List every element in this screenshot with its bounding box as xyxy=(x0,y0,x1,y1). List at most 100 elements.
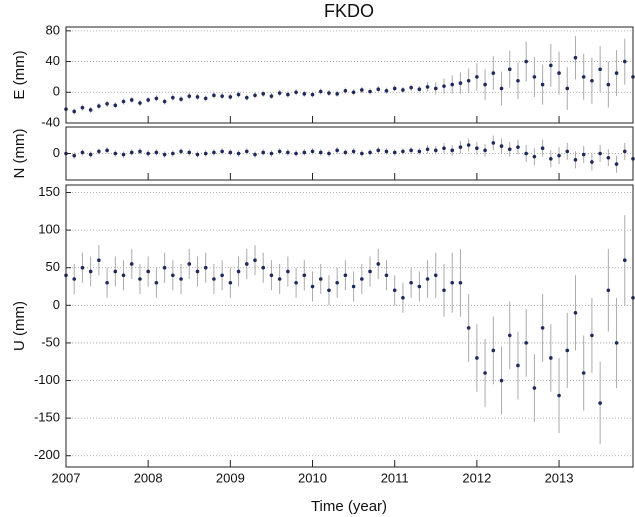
data-point xyxy=(138,101,142,105)
data-point xyxy=(187,262,192,266)
data-point xyxy=(179,277,183,281)
data-point xyxy=(220,273,224,278)
data-point xyxy=(425,277,430,281)
data-point xyxy=(277,91,282,95)
data-point xyxy=(212,277,216,281)
y-tick-label: 50 xyxy=(46,259,60,274)
data-point xyxy=(606,155,611,160)
y-axis-label: N (mm) xyxy=(11,129,28,179)
data-point xyxy=(351,90,356,95)
data-point xyxy=(581,152,586,157)
data-point xyxy=(269,273,274,278)
data-point xyxy=(549,63,553,68)
data-point xyxy=(532,75,537,79)
data-point xyxy=(113,103,118,108)
data-point xyxy=(154,280,159,285)
data-point xyxy=(88,269,93,274)
data-point xyxy=(171,273,175,278)
x-tick-label: 2010 xyxy=(298,470,327,485)
data-point xyxy=(384,273,389,278)
data-point xyxy=(433,86,438,91)
data-point xyxy=(72,277,77,281)
data-point xyxy=(475,146,479,150)
data-point xyxy=(253,152,257,157)
data-point xyxy=(483,371,487,375)
data-point xyxy=(384,149,389,154)
data-point xyxy=(253,258,257,263)
data-point xyxy=(343,88,348,93)
data-point xyxy=(318,277,323,281)
y-tick-label: 0 xyxy=(53,297,60,312)
data-point xyxy=(113,269,118,274)
data-point xyxy=(113,151,118,156)
data-point xyxy=(244,262,249,266)
data-point xyxy=(581,371,586,375)
data-point xyxy=(244,95,249,100)
data-point xyxy=(351,284,356,289)
data-point xyxy=(195,95,200,99)
data-point xyxy=(458,145,463,149)
data-point xyxy=(409,280,413,285)
data-point xyxy=(171,151,175,156)
data-point xyxy=(376,148,381,153)
y-tick-label: -40 xyxy=(41,114,60,129)
x-tick-label: 2011 xyxy=(381,470,409,485)
data-point xyxy=(442,84,446,88)
data-point xyxy=(261,265,266,270)
data-point xyxy=(598,401,602,405)
data-point xyxy=(475,356,479,360)
data-point xyxy=(491,141,496,145)
x-tick-label: 2007 xyxy=(52,470,81,485)
data-point xyxy=(392,150,397,155)
y-tick-label: -150 xyxy=(34,410,60,425)
data-point xyxy=(195,269,200,274)
data-point xyxy=(327,288,331,293)
data-point xyxy=(343,273,348,278)
data-point xyxy=(105,280,109,285)
data-point xyxy=(294,90,298,95)
data-point xyxy=(466,326,471,330)
data-point xyxy=(220,149,224,154)
data-point xyxy=(171,95,175,100)
data-point xyxy=(425,147,430,152)
x-tick-label: 2008 xyxy=(134,470,163,485)
data-point xyxy=(179,149,183,154)
data-point xyxy=(573,311,578,315)
chart-title: FKDO xyxy=(324,1,374,21)
data-point xyxy=(524,59,528,64)
data-point xyxy=(72,153,77,158)
data-point xyxy=(203,265,208,270)
data-point xyxy=(606,288,611,293)
data-point xyxy=(162,152,167,157)
data-point xyxy=(622,149,627,154)
data-point xyxy=(236,269,241,274)
data-point xyxy=(228,95,233,99)
data-point xyxy=(253,93,257,98)
data-point xyxy=(244,149,249,154)
data-point xyxy=(162,99,167,104)
data-point xyxy=(203,151,208,156)
data-point xyxy=(97,104,101,108)
data-point xyxy=(590,78,594,83)
data-point xyxy=(450,82,455,87)
data-point xyxy=(335,148,339,153)
data-point xyxy=(409,148,413,153)
data-point xyxy=(614,71,619,75)
data-point xyxy=(80,265,85,270)
y-axis-label: U (mm) xyxy=(11,301,28,351)
data-point xyxy=(88,108,93,112)
y-tick-label: -50 xyxy=(41,334,60,349)
data-point xyxy=(80,105,85,110)
data-point xyxy=(466,143,471,147)
data-point xyxy=(162,265,167,270)
data-point xyxy=(376,262,381,266)
data-point xyxy=(499,144,504,148)
data-point xyxy=(121,152,126,157)
data-point xyxy=(302,273,307,278)
data-point xyxy=(557,153,561,158)
data-point xyxy=(532,154,537,159)
y-tick-label: 80 xyxy=(46,22,60,37)
data-point xyxy=(228,280,233,285)
data-point xyxy=(269,94,274,98)
data-point xyxy=(335,280,339,285)
